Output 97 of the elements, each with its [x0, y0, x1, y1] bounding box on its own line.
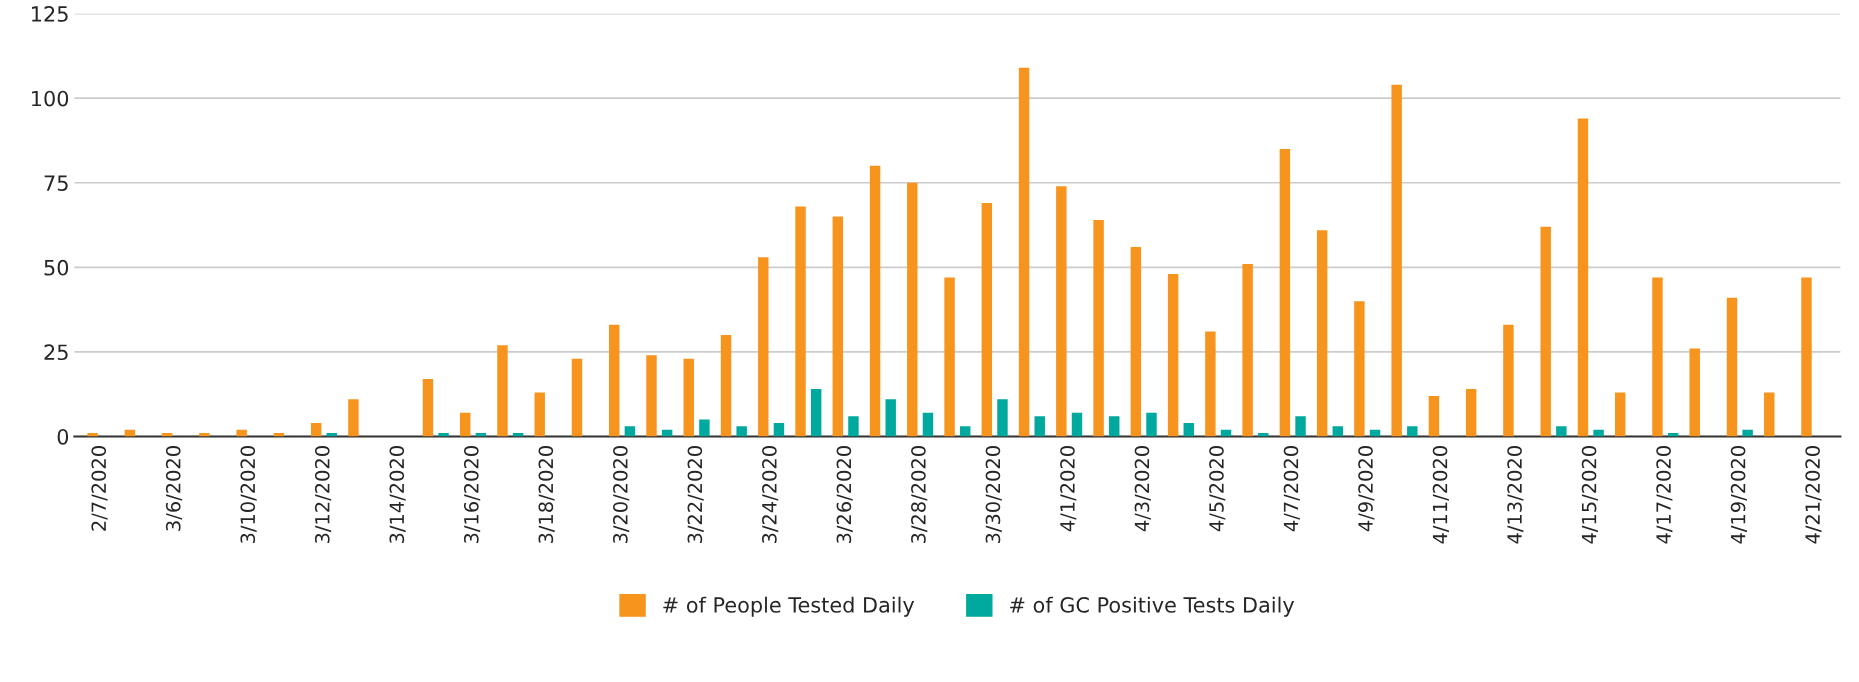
bar	[907, 182, 918, 437]
x-tick-label: 4/19/2020	[1730, 446, 1747, 544]
bar	[1503, 324, 1514, 437]
bar	[459, 412, 471, 437]
x-tick-label: 3/22/2020	[687, 446, 704, 544]
y-tick-label: 75	[44, 175, 68, 191]
bar	[922, 412, 934, 437]
y-tick-label: 125	[32, 6, 68, 22]
bar	[1428, 395, 1440, 437]
bar	[1726, 297, 1738, 437]
x-tick-label: 4/17/2020	[1656, 446, 1673, 544]
bar	[1205, 331, 1216, 437]
x-tick-label: 4/21/2020	[1805, 446, 1822, 544]
x-tick-label: 4/1/2020	[1060, 446, 1077, 532]
bar	[810, 389, 822, 437]
bar	[699, 419, 710, 437]
bar	[773, 422, 785, 437]
bar	[1242, 263, 1253, 437]
bar	[646, 355, 657, 437]
bar	[1332, 426, 1344, 437]
bar	[438, 433, 449, 437]
bar	[959, 426, 971, 437]
bar	[1354, 301, 1365, 437]
bar	[1764, 392, 1775, 437]
bar	[1556, 426, 1567, 437]
bar	[1577, 118, 1589, 437]
x-tick-label: 3/16/2020	[463, 446, 481, 544]
y-tick-label: 25	[44, 344, 68, 361]
x-tick-label: 3/24/2020	[762, 446, 779, 544]
bar	[869, 165, 881, 437]
bar	[885, 399, 896, 437]
x-tick-label: 4/13/2020	[1507, 446, 1524, 544]
x-tick-label: 3/12/2020	[314, 446, 332, 544]
x-tick-label: 4/9/2020	[1358, 446, 1375, 532]
bar	[1540, 226, 1551, 437]
y-tick-label: 50	[44, 259, 69, 276]
y-tick-label: 100	[32, 90, 69, 107]
bar	[758, 257, 769, 437]
bar	[1801, 277, 1812, 437]
bar	[199, 433, 210, 437]
bar	[795, 206, 806, 437]
bar	[1316, 230, 1328, 437]
bar	[1034, 416, 1045, 437]
bar	[1742, 429, 1753, 437]
bar	[571, 358, 583, 437]
bar	[534, 392, 545, 437]
bar	[1018, 67, 1030, 437]
bar	[1056, 186, 1067, 437]
legend-label: # of GC Positive Tests Daily	[1010, 596, 1295, 617]
bar	[624, 426, 636, 437]
bar	[1071, 412, 1083, 437]
bar	[1183, 422, 1194, 437]
bar	[1093, 219, 1104, 437]
x-tick-label: 3/30/2020	[985, 446, 1002, 544]
bar	[87, 433, 98, 437]
bar	[1295, 416, 1306, 437]
bar	[997, 399, 1008, 437]
bar	[720, 335, 732, 437]
x-tick-label: 3/6/2020	[165, 446, 183, 531]
bar	[981, 203, 993, 437]
bar	[497, 345, 508, 437]
x-tick-label: 2/7/2020	[91, 446, 108, 531]
x-tick-label: 4/15/2020	[1581, 446, 1598, 544]
x-tick-label: 3/14/2020	[389, 446, 406, 544]
bar	[348, 399, 359, 437]
bar	[1391, 84, 1402, 437]
x-tick-label: 3/20/2020	[612, 446, 630, 544]
x-tick-label: 3/26/2020	[836, 446, 853, 544]
bar	[848, 416, 859, 437]
legend-label: # of People Tested Daily	[663, 596, 915, 617]
x-tick-label: 4/7/2020	[1283, 446, 1300, 532]
bar	[1167, 274, 1179, 437]
bar	[944, 277, 955, 437]
bar	[1465, 389, 1477, 437]
bar	[1407, 426, 1418, 437]
bar	[609, 324, 620, 437]
bar	[1146, 412, 1157, 437]
y-tick-label: 0	[57, 428, 69, 445]
bar	[1615, 392, 1626, 437]
x-tick-label: 3/28/2020	[911, 446, 928, 544]
x-tick-label: 3/18/2020	[538, 446, 555, 544]
x-tick-label: 4/3/2020	[1134, 446, 1151, 532]
bar	[1130, 247, 1142, 437]
bar	[1652, 277, 1663, 437]
bar	[422, 378, 434, 437]
bar	[1689, 348, 1700, 437]
bar	[736, 426, 747, 437]
x-tick-label: 4/11/2020	[1432, 446, 1449, 544]
bar	[1279, 148, 1291, 437]
bar	[1109, 416, 1120, 437]
x-tick-label: 4/5/2020	[1209, 446, 1226, 532]
bar	[1593, 429, 1604, 437]
bar	[683, 358, 694, 437]
bar	[236, 429, 247, 437]
x-tick-label: 3/10/2020	[240, 446, 257, 544]
bar	[310, 422, 322, 437]
bar	[832, 216, 843, 437]
